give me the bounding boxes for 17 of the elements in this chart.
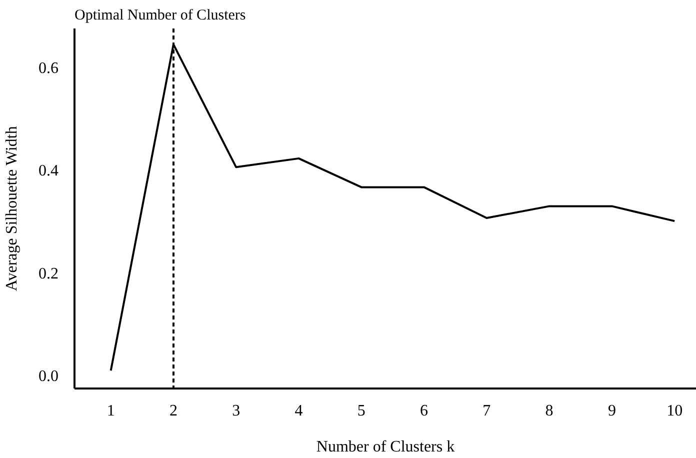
x-tick-label: 8 bbox=[545, 402, 554, 420]
x-tick-label: 5 bbox=[357, 402, 366, 420]
x-tick-label: 1 bbox=[106, 402, 115, 420]
y-axis-title: Average Silhouette Width bbox=[4, 126, 20, 292]
y-tick-label: 0.0 bbox=[38, 368, 58, 386]
x-tick-label: 9 bbox=[608, 402, 616, 420]
x-tick-label: 3 bbox=[232, 402, 240, 420]
y-tick-label: 0.4 bbox=[38, 162, 58, 180]
y-tick-label: 0.2 bbox=[38, 265, 58, 282]
x-tick-label: 6 bbox=[420, 402, 428, 420]
x-tick-label: 2 bbox=[169, 402, 178, 420]
chart-title: Optimal Number of Clusters bbox=[74, 8, 246, 24]
x-axis-title: Number of Clusters k bbox=[316, 438, 455, 456]
x-tick-label: 4 bbox=[294, 402, 303, 420]
y-tick-label: 0.6 bbox=[38, 60, 58, 78]
x-tick-label: 7 bbox=[482, 402, 491, 420]
x-tick-label: 10 bbox=[666, 402, 683, 420]
